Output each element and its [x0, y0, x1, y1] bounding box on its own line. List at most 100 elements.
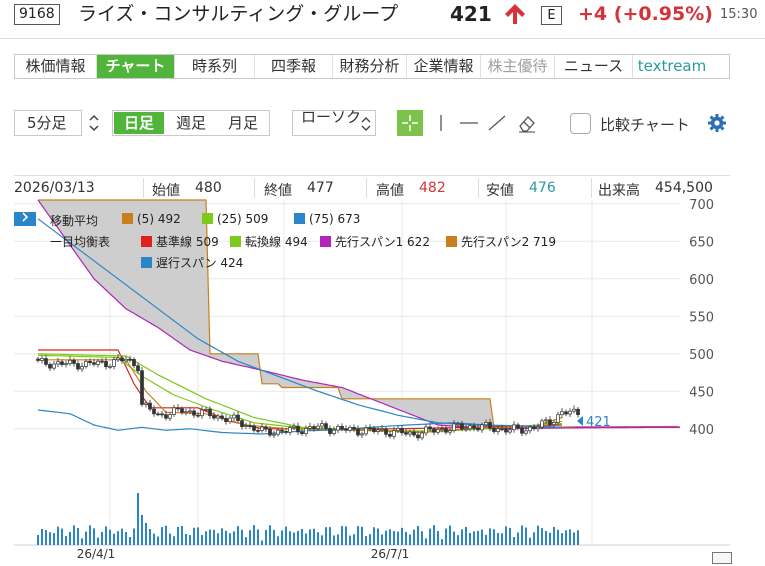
- candle: [320, 423, 324, 427]
- candle: [96, 360, 100, 365]
- volume-bar: [425, 538, 427, 545]
- arrow-up-icon: [505, 4, 525, 24]
- tab-5[interactable]: 企業情報: [407, 55, 481, 78]
- candle: [440, 428, 444, 431]
- vertical-line-tool-icon[interactable]: [430, 113, 452, 133]
- tab-8[interactable]: textream: [637, 57, 707, 75]
- y-tick-label: 650: [689, 235, 714, 250]
- candle: [116, 357, 120, 361]
- kijun-label: 基準線 509: [156, 235, 219, 249]
- volume-bar: [441, 539, 443, 545]
- tab-1[interactable]: チャート: [97, 55, 175, 78]
- volume-bar: [353, 534, 355, 545]
- volume-bar: [497, 533, 499, 545]
- horizontal-line-tool-icon[interactable]: [458, 113, 480, 133]
- candle: [296, 425, 300, 433]
- candle: [396, 427, 400, 432]
- chart-type-select[interactable]: ローソク: [292, 110, 376, 136]
- tab-4[interactable]: 財務分析: [333, 55, 407, 78]
- volume-bar: [45, 530, 47, 545]
- compare-chart-checkbox[interactable]: [570, 113, 591, 134]
- candle: [196, 414, 200, 417]
- volume-bar: [61, 528, 63, 545]
- period-option-1[interactable]: 週足: [175, 114, 206, 132]
- last-price-label: 421: [586, 415, 611, 430]
- x-tick-label: 26/4/1: [77, 547, 116, 561]
- volume-bar: [41, 528, 43, 545]
- volume-bar: [433, 525, 435, 545]
- volume-bar: [361, 526, 363, 545]
- candle: [308, 426, 312, 429]
- price-chart[interactable]: 700 650 600 550 500 450 400 26/4/1 26/7/1 421: [0, 195, 765, 566]
- current-price: 421: [450, 2, 492, 26]
- crosshair-tool-button[interactable]: [397, 110, 423, 136]
- volume-bar: [297, 531, 299, 545]
- tab-6: 株主優待: [481, 55, 555, 78]
- candle: [260, 426, 264, 431]
- candle: [360, 433, 364, 436]
- interval-select[interactable]: 5分足: [14, 110, 82, 136]
- tab-2[interactable]: 時系列: [175, 55, 255, 78]
- volume-bar: [517, 532, 519, 545]
- candle: [104, 361, 108, 368]
- volume-bar: [129, 537, 131, 545]
- candle: [576, 408, 580, 416]
- legend-toggle-button[interactable]: [14, 212, 36, 226]
- trend-line-tool-icon[interactable]: [486, 113, 508, 133]
- candle: [288, 427, 292, 433]
- candle: [368, 427, 372, 430]
- x-tick-label: 26/7/1: [371, 547, 410, 561]
- crosshair-icon: [402, 115, 418, 131]
- chart-scroll-handle[interactable]: [712, 552, 732, 564]
- candle: [476, 427, 480, 431]
- volume-bar: [141, 515, 143, 545]
- tab-0[interactable]: 株価情報: [15, 55, 97, 78]
- low-label: 安値: [486, 180, 514, 200]
- candle: [148, 402, 152, 410]
- candle: [236, 414, 240, 421]
- candle: [192, 410, 196, 416]
- volume-bar: [73, 525, 75, 545]
- volume-bar: [217, 533, 219, 545]
- candle: [388, 433, 392, 437]
- eraser-icon[interactable]: [516, 113, 538, 133]
- tab-7[interactable]: ニュース: [555, 55, 633, 78]
- volume-bar: [189, 535, 191, 545]
- candle: [464, 428, 468, 431]
- candle: [100, 360, 104, 363]
- open-label: 始値: [152, 180, 180, 200]
- candle: [188, 410, 192, 413]
- ohlc-bar: 2026/03/13 始値 480 終値 477 高値 482 安値 476 出…: [14, 175, 730, 200]
- candle: [108, 366, 112, 368]
- candle: [552, 422, 556, 425]
- candle: [400, 427, 404, 434]
- senkou2-swatch: [446, 236, 457, 247]
- volume-bar: [369, 534, 371, 545]
- candle: [112, 359, 116, 367]
- y-tick-label: 600: [689, 273, 714, 288]
- legend-senkou1: 先行スパン1 622: [320, 233, 430, 250]
- volume-bar: [325, 527, 327, 545]
- volume-bar: [565, 530, 567, 545]
- senkou1-label: 先行スパン1 622: [335, 235, 430, 249]
- volume-bar: [449, 525, 451, 545]
- candle: [280, 429, 284, 432]
- candle: [60, 361, 64, 365]
- gear-icon[interactable]: [707, 113, 727, 133]
- volume-bar: [281, 530, 283, 545]
- interval-stepper-icon[interactable]: [88, 112, 100, 134]
- candle: [276, 429, 280, 435]
- period-option-2[interactable]: 月足: [227, 114, 258, 132]
- candle: [468, 425, 472, 430]
- volume-bar: [337, 534, 339, 545]
- ohlc-date: 2026/03/13: [14, 180, 95, 196]
- volume-bar: [309, 529, 311, 545]
- tab-3[interactable]: 四季報: [255, 55, 333, 78]
- candle: [216, 415, 220, 419]
- volume-bar: [69, 532, 71, 545]
- period-option-0[interactable]: 日足: [114, 112, 164, 134]
- candle: [168, 414, 172, 419]
- volume-bar: [133, 528, 135, 545]
- interval-value: 5分足: [27, 114, 67, 132]
- volume-bar: [157, 536, 159, 545]
